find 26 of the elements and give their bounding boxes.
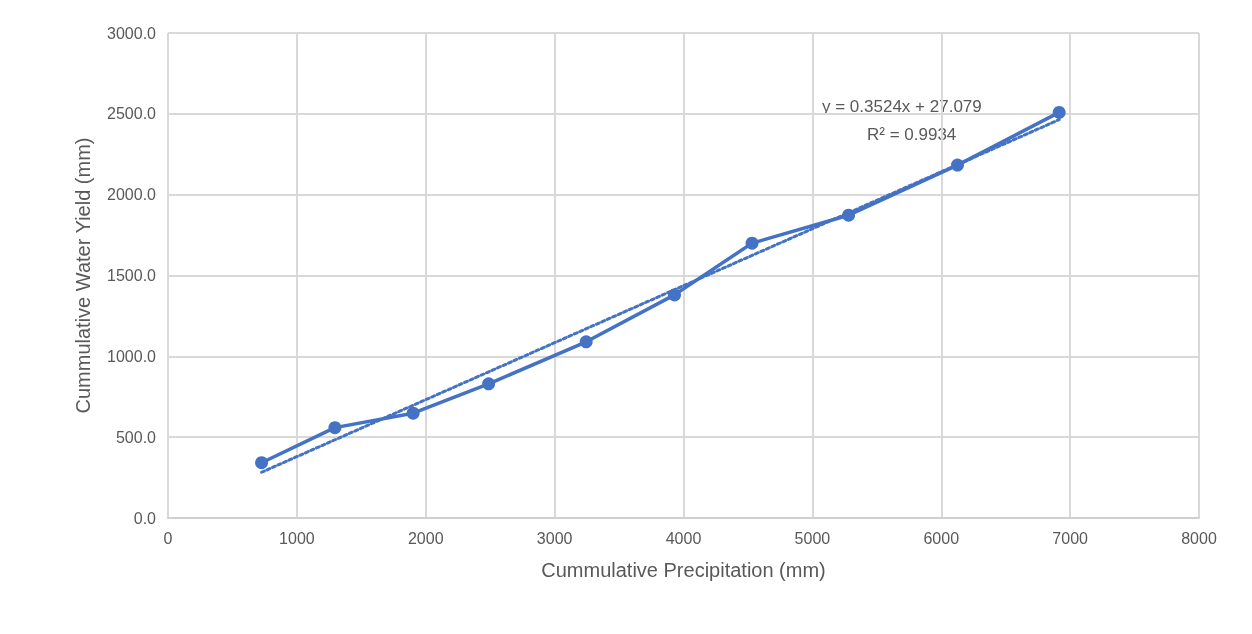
annotation: R² = 0.9934 [867, 125, 957, 144]
point [1052, 105, 1066, 119]
point [255, 456, 269, 470]
x-tick-label: 0 [163, 529, 173, 547]
x-axis-title: Cummulative Precipitation (mm) [541, 559, 826, 581]
x-tick-label: 7000 [1052, 529, 1089, 547]
x-tick-label: 2000 [407, 529, 444, 547]
x-tick-label: 1000 [279, 529, 315, 547]
x-tick-label: 6000 [923, 529, 960, 547]
x-tick-label: 4000 [665, 529, 702, 547]
y-tick-label: 3000.0 [107, 24, 157, 42]
y-tick-label: 2000.0 [107, 186, 157, 204]
y-tick-label: 500.0 [115, 428, 157, 446]
y-tick-label: 1500.0 [107, 267, 157, 284]
y-tick-label: 0.0 [133, 509, 157, 527]
point [328, 421, 342, 435]
x-tick-label: 3000 [536, 529, 573, 547]
point [745, 236, 759, 250]
point [406, 406, 420, 420]
point [579, 335, 593, 349]
x-tick-label: 8000 [1181, 529, 1217, 547]
y-tick-label: 1000.0 [107, 347, 157, 365]
y-tick-label: 2500.0 [107, 105, 157, 123]
y-axis-title: Cummulative Water Yield (mm) [72, 137, 94, 414]
x-tick-label: 5000 [794, 529, 831, 547]
point [482, 377, 496, 391]
